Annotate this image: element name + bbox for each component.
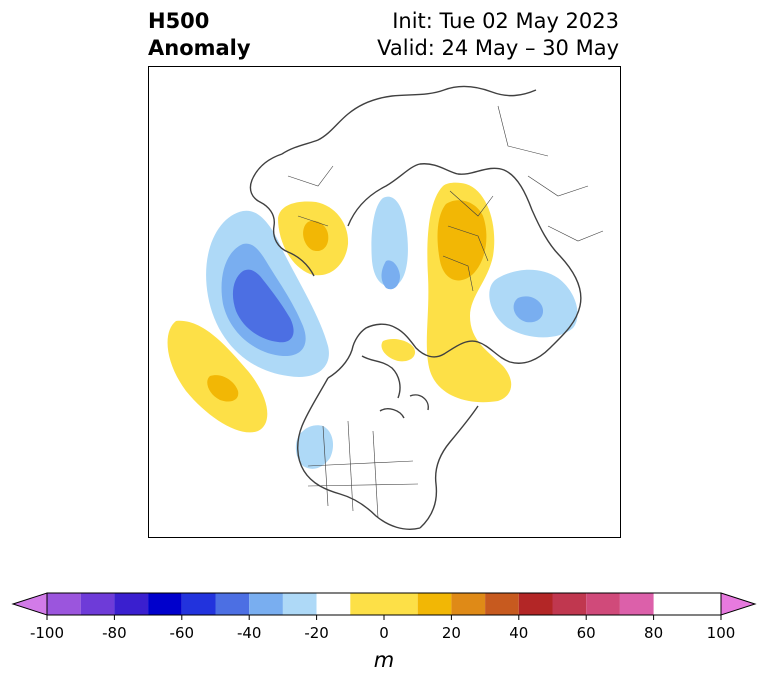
colorbar-bin <box>80 593 115 615</box>
political-borders <box>287 105 604 519</box>
colorbar-bin <box>316 593 351 615</box>
colorbar-ticks: -100 -80 -60 -40 -20 0 20 40 60 80 100 <box>30 615 735 642</box>
colorbar-bin <box>350 593 418 615</box>
anomaly-map <box>148 66 621 538</box>
negative-anomaly-east-asia <box>206 210 329 377</box>
colorbar-tick-label: -20 <box>304 624 329 642</box>
colorbar-bin <box>249 593 283 615</box>
colorbar-bin <box>518 593 553 615</box>
colorbar-tick-label: 100 <box>707 624 736 642</box>
colorbar-tick-label: 0 <box>379 624 389 642</box>
colorbar-extend-low <box>11 592 48 616</box>
positive-anomaly-russia <box>426 182 512 403</box>
colorbar-tick-label: -60 <box>170 624 195 642</box>
colorbar-tick-label: 80 <box>644 624 663 642</box>
colorbar-bin <box>451 593 486 615</box>
colorbar-tick-label: 20 <box>442 624 461 642</box>
colorbar-tick-label: 40 <box>509 624 528 642</box>
colorbar-bin <box>148 593 182 615</box>
map-frame <box>148 66 621 538</box>
colorbar-bin <box>417 593 452 615</box>
colorbar-tick-label: -40 <box>237 624 262 642</box>
colorbar: -100 -80 -60 -40 -20 0 20 40 60 80 100 m <box>11 592 757 672</box>
positive-anomaly-north-pacific <box>167 320 268 433</box>
colorbar-unit-label: m <box>374 648 394 672</box>
colorbar-bins <box>47 593 654 615</box>
valid-range: Valid: 24 May – 30 May <box>377 36 619 60</box>
colorbar-extend-high <box>720 592 757 616</box>
date-block: Init: Tue 02 May 2023 Valid: 24 May – 30… <box>377 8 619 62</box>
positive-anomaly-europe <box>278 201 349 276</box>
colorbar-bin <box>114 593 149 615</box>
positive-anomaly-arctic <box>381 338 416 362</box>
colorbar-bin <box>586 593 620 615</box>
colorbar-bin <box>215 593 250 615</box>
colorbar-tick-label: -80 <box>102 624 127 642</box>
colorbar-tick-label: -100 <box>30 624 64 642</box>
field-title: Anomaly <box>148 36 251 60</box>
colorbar-bin <box>552 593 587 615</box>
colorbar-bin <box>485 593 519 615</box>
colorbar-tick-label: 60 <box>577 624 596 642</box>
colorbar-bin <box>619 593 654 615</box>
colorbar-bin <box>181 593 216 615</box>
colorbar-bin <box>282 593 317 615</box>
colorbar-bin <box>47 593 81 615</box>
init-date: Init: Tue 02 May 2023 <box>392 9 619 33</box>
title-block: H500 Anomaly <box>148 8 251 62</box>
variable-title: H500 <box>148 9 210 33</box>
negative-anomaly-north-pacific <box>371 196 408 290</box>
negative-anomaly-mongolia <box>489 269 578 338</box>
